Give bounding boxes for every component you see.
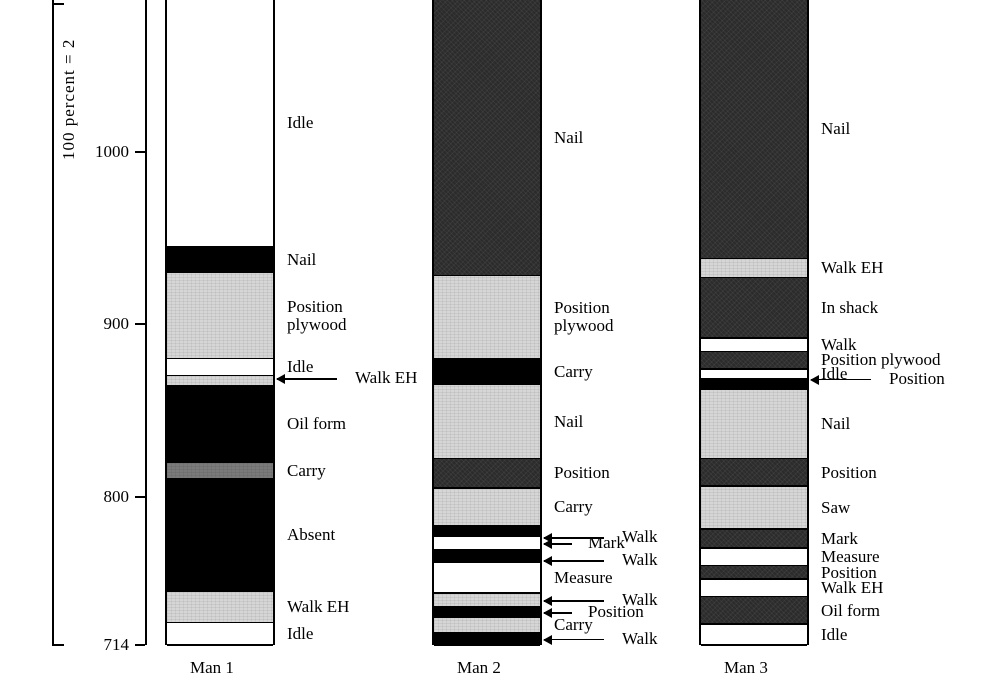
segment-label: Oil form [287, 415, 346, 433]
segment-label: Nail [554, 129, 583, 147]
y-axis [145, 0, 147, 645]
y-tick-label: 800 [104, 488, 130, 505]
leader-arrow [544, 543, 572, 545]
segment-label: Walk [821, 336, 856, 354]
secondary-axis-tick [52, 644, 64, 646]
y-tick [135, 323, 145, 325]
activity-segment [434, 459, 540, 488]
segment-label: Idle [287, 358, 313, 376]
segment-side-label: Walk [622, 591, 657, 609]
column-label: Man 1 [190, 658, 234, 678]
segment-side-label: Walk [622, 528, 657, 546]
segment-side-label: Walk [622, 551, 657, 569]
secondary-axis [52, 0, 54, 645]
activity-segment [167, 0, 273, 247]
activity-column [165, 0, 275, 645]
crew-activity-chart: 714 800 900 1000 100 percent = 2 Man 1 Man 2 Ma… [0, 0, 1004, 683]
activity-segment [434, 536, 540, 550]
activity-segment [167, 623, 273, 645]
activity-segment [701, 624, 807, 645]
activity-segment [167, 386, 273, 462]
segment-label: Idle [287, 625, 313, 643]
activity-segment [701, 278, 807, 338]
activity-segment [701, 566, 807, 580]
activity-segment [434, 593, 540, 607]
segment-label: Walk EH [287, 598, 349, 616]
segment-label: Nail [287, 251, 316, 269]
leader-arrow [544, 612, 572, 614]
segment-side-label: Position [889, 370, 945, 388]
segment-label: Nail [821, 415, 850, 433]
y-tick-label: 714 [104, 636, 130, 653]
activity-segment [701, 597, 807, 625]
segment-side-label: Walk EH [355, 369, 417, 387]
segment-label: Idle [821, 626, 847, 644]
segment-label: Position [554, 299, 610, 317]
segment-label: Carry [554, 363, 593, 381]
segment-label: Carry [287, 462, 326, 480]
segment-label: plywood [554, 317, 614, 335]
activity-segment [167, 592, 273, 623]
segment-label: plywood [287, 316, 347, 334]
segment-label: Measure [821, 548, 880, 566]
activity-segment [167, 479, 273, 591]
activity-segment [167, 247, 273, 273]
activity-segment [701, 486, 807, 529]
segment-label: Position [821, 464, 877, 482]
y-tick [135, 496, 145, 498]
y-tick-label: 1000 [95, 143, 129, 160]
segment-label: Position [821, 564, 877, 582]
activity-segment [701, 548, 807, 565]
y-tick [135, 644, 145, 646]
activity-segment [434, 359, 540, 385]
segment-label: Walk EH [821, 579, 883, 597]
leader-arrow [544, 560, 604, 562]
leader-arrow [277, 378, 337, 380]
activity-segment [701, 459, 807, 487]
activity-segment [701, 352, 807, 369]
activity-segment [434, 562, 540, 593]
segment-label: In shack [821, 299, 878, 317]
segment-side-label: Carry [554, 616, 593, 634]
leader-arrow [544, 639, 604, 641]
segment-label: Position plywood [821, 351, 941, 369]
segment-label: Carry [554, 498, 593, 516]
y-tick [135, 151, 145, 153]
segment-label: Position [554, 464, 610, 482]
activity-segment [434, 385, 540, 459]
segment-label: Walk EH [821, 259, 883, 277]
activity-segment [434, 488, 540, 526]
activity-segment [701, 259, 807, 278]
column-label: Man 3 [724, 658, 768, 678]
activity-segment [701, 529, 807, 548]
activity-column [432, 0, 542, 645]
activity-segment [434, 276, 540, 359]
segment-label: Saw [821, 499, 850, 517]
segment-label: Oil form [821, 602, 880, 620]
activity-segment [701, 0, 807, 259]
segment-label: Nail [554, 413, 583, 431]
y-tick-label: 900 [104, 315, 130, 332]
column-label: Man 2 [457, 658, 501, 678]
activity-segment [167, 272, 273, 358]
segment-label: Position [287, 298, 343, 316]
segment-side-label: Walk [622, 630, 657, 648]
activity-segment [434, 617, 540, 633]
secondary-axis-label: 100 percent = 2 [60, 0, 77, 160]
segment-label: Mark [821, 530, 858, 548]
activity-segment [701, 579, 807, 596]
segment-label: Measure [554, 569, 613, 587]
activity-column [699, 0, 809, 645]
leader-arrow [544, 600, 604, 602]
segment-label: Nail [821, 120, 850, 138]
segment-label: Idle [287, 114, 313, 132]
activity-segment [167, 462, 273, 479]
segment-label: Absent [287, 526, 335, 544]
activity-segment [167, 359, 273, 376]
activity-segment [701, 338, 807, 352]
activity-segment [701, 390, 807, 459]
activity-segment [434, 0, 540, 276]
leader-arrow [544, 537, 604, 539]
